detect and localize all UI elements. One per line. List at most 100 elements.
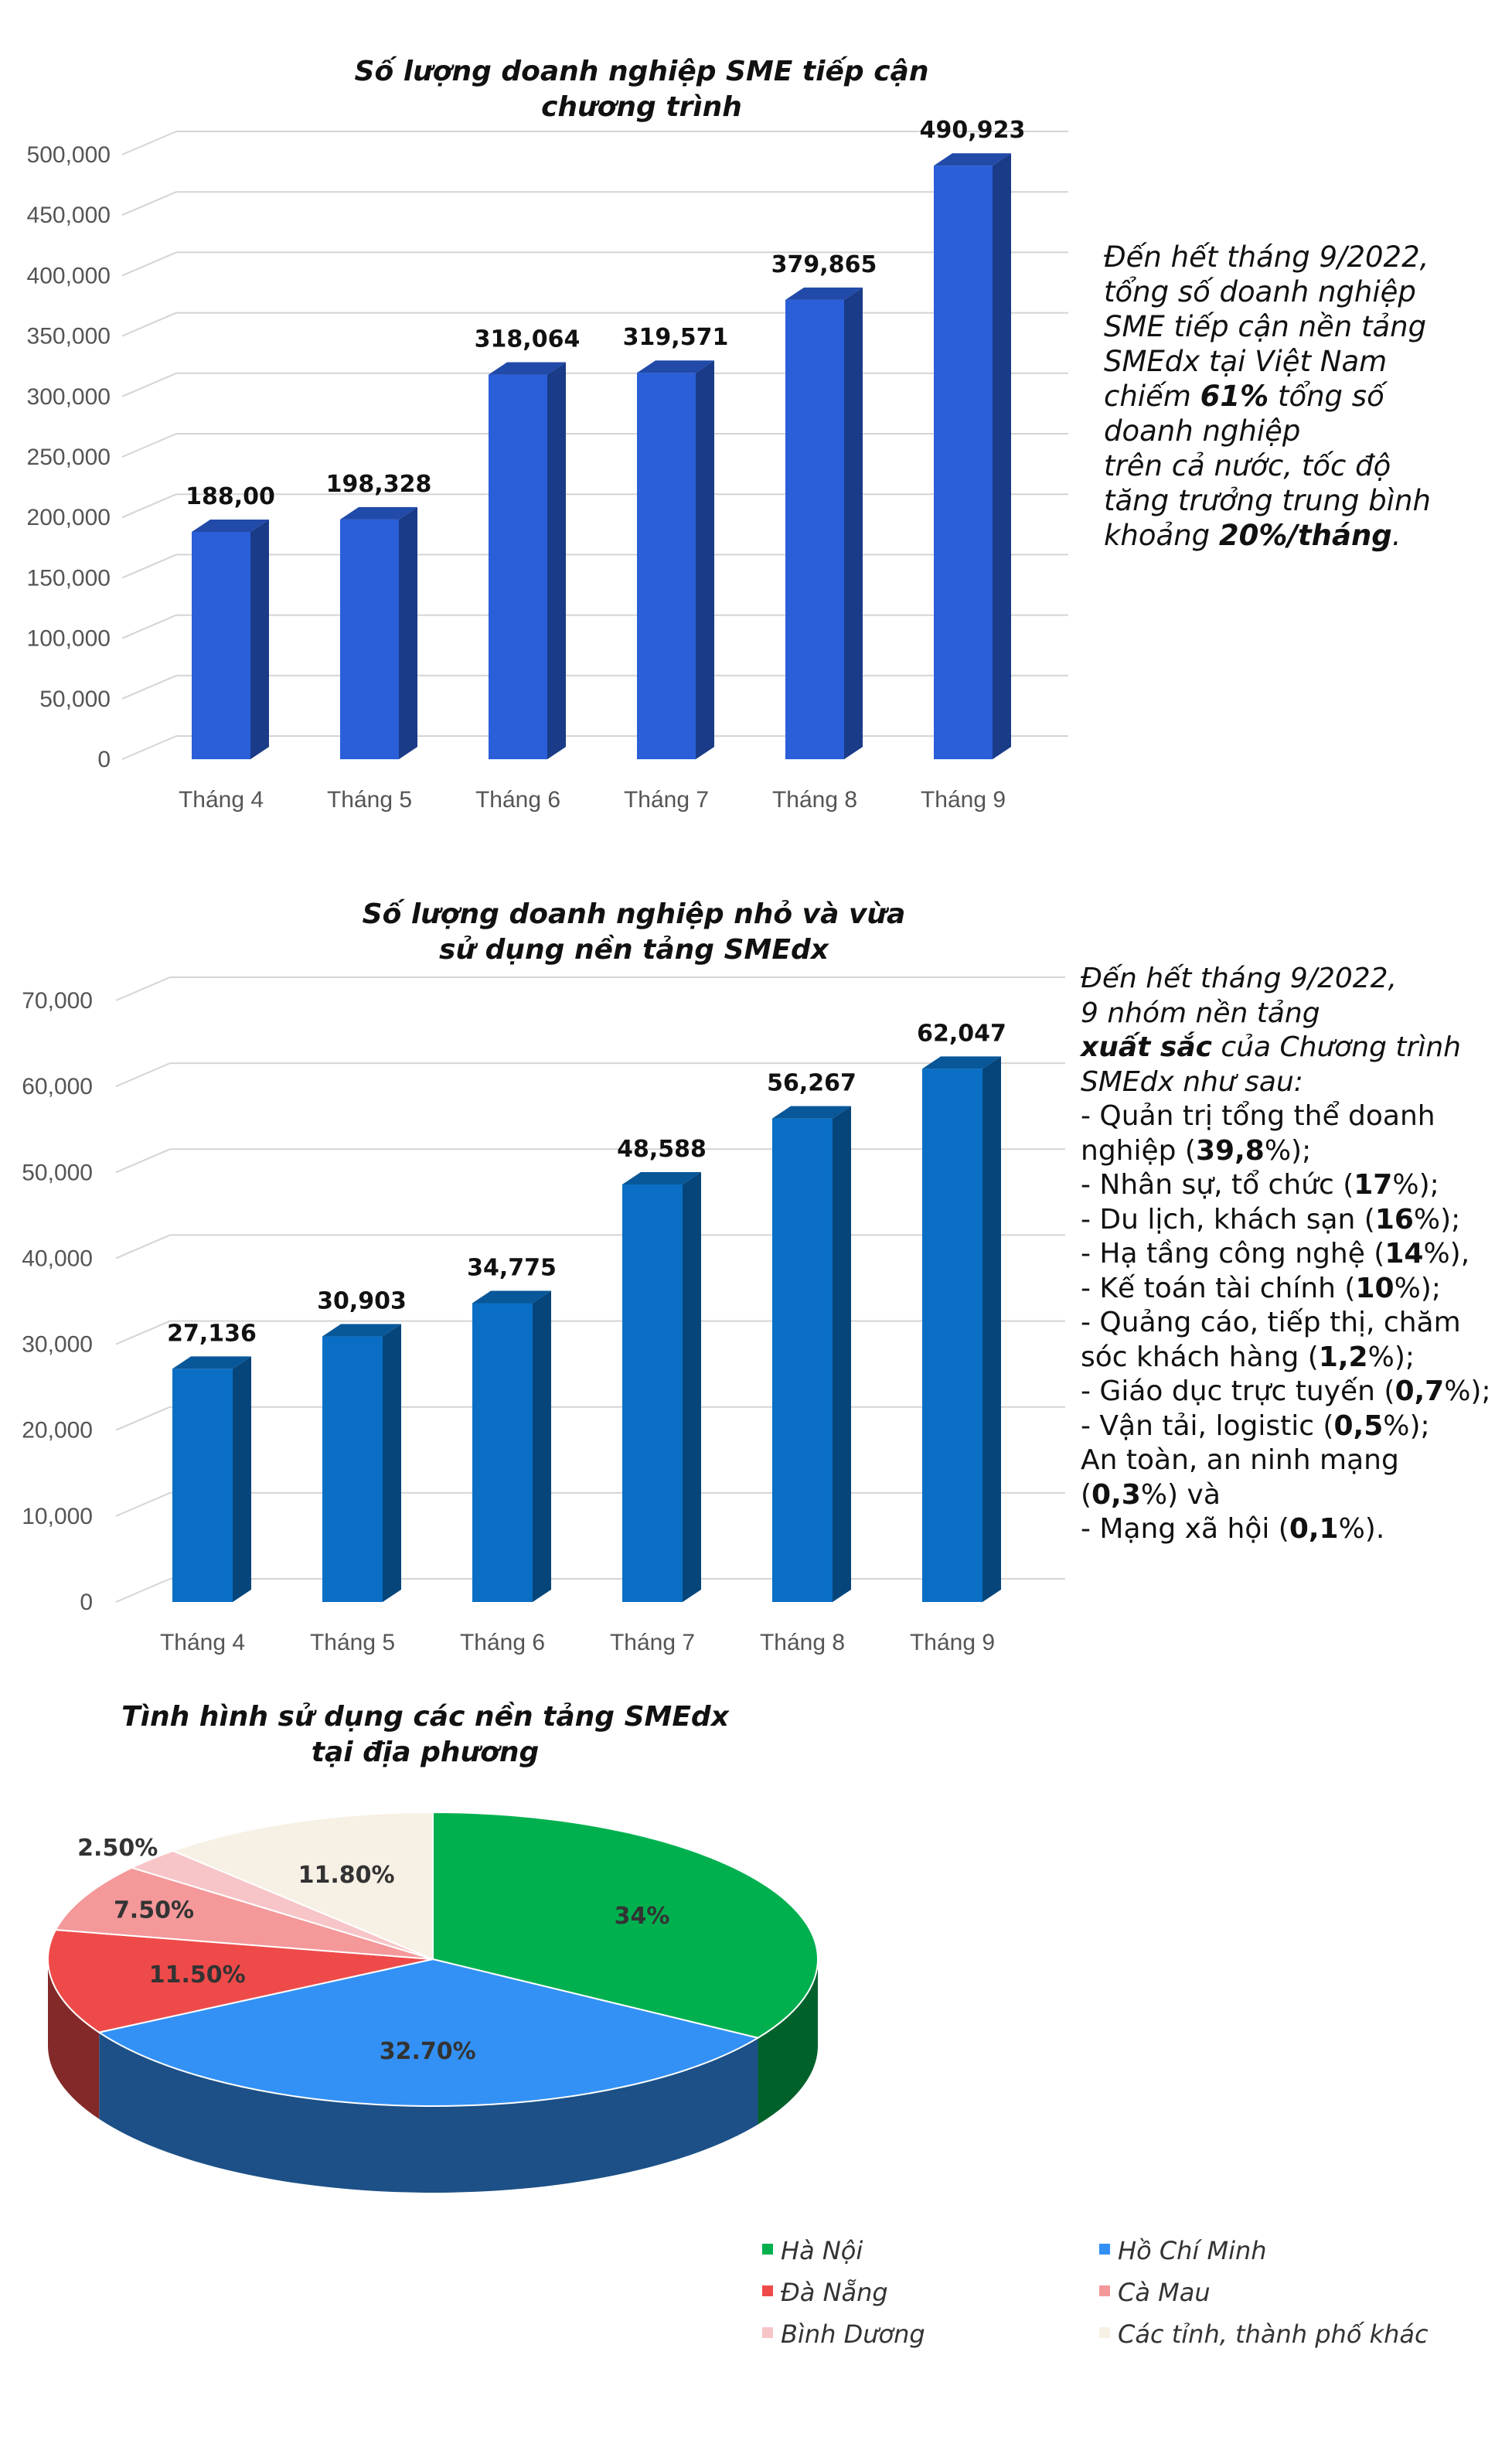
y-tick-label: 150,000	[27, 565, 111, 591]
note2-bold-word: xuất sắc	[1081, 1031, 1212, 1063]
bar-top	[472, 1290, 551, 1304]
gridline	[115, 1234, 171, 1259]
item-text: %);	[1264, 1134, 1312, 1167]
gridline	[121, 433, 177, 458]
legend-item: Bình Dương	[762, 2319, 925, 2349]
bar-front	[922, 1069, 982, 1602]
bar	[637, 360, 714, 760]
y-tick-label: 60,000	[22, 1074, 93, 1099]
item-percentage: 16	[1374, 1203, 1414, 1236]
x-tick-label: Tháng 5	[310, 1630, 395, 1655]
x-tick-label: Tháng 8	[760, 1630, 845, 1655]
chart2-annotation: Đến hết tháng 9/2022, 9 nhóm nền tảng xu…	[1081, 962, 1498, 1547]
note1-line: tổng số doanh nghiệp	[1104, 275, 1416, 308]
item-text: %);	[1413, 1203, 1461, 1236]
bar	[322, 1324, 401, 1602]
gridline	[121, 554, 177, 579]
platform-group-item: - Giáo dục trực tuyến (0,7%);	[1081, 1375, 1498, 1409]
share-highlight: 61%	[1200, 380, 1269, 413]
pie-slice	[47, 1929, 434, 2033]
bar-side	[844, 287, 863, 760]
sme-access-chart: Số lượng doanh nghiệp SME tiếp cận chươn…	[27, 56, 1068, 813]
bar-top	[340, 506, 417, 520]
y-tick-label: 0	[97, 747, 111, 772]
item-text: - Giáo dục trực tuyến (	[1081, 1375, 1395, 1407]
bar-front	[637, 373, 696, 759]
bar-front	[172, 1368, 233, 1602]
pie-value-label: 11.80%	[298, 1862, 395, 1889]
chart2-title-line1: Số lượng doanh nghiệp nhỏ và vừa	[363, 898, 906, 930]
pie-value-label: 7.50%	[114, 1897, 194, 1924]
bar-side	[533, 1290, 551, 1602]
bar	[192, 519, 269, 759]
platform-group-item: - Du lịch, khách sạn (16%);	[1081, 1203, 1498, 1238]
bar-side	[250, 519, 269, 759]
note1-line: chiếm 61% tổng số	[1104, 379, 1498, 414]
pie-value-label: 2.50%	[77, 1835, 158, 1862]
data-label: 48,588	[617, 1136, 707, 1163]
pie-slice-side	[99, 2032, 758, 2193]
bar	[472, 1290, 551, 1602]
note1-line: doanh nghiệp	[1104, 414, 1301, 448]
platform-group-item: - Nhân sự, tổ chức (17%);	[1081, 1168, 1498, 1203]
bar-side	[233, 1356, 251, 1602]
platform-group-item: - Quản trị tổng thể doanh nghiệp (39,8%)…	[1081, 1099, 1498, 1168]
x-tick-label: Tháng 6	[475, 787, 560, 813]
gridline	[121, 493, 177, 519]
note1-text: chiếm	[1104, 380, 1200, 413]
legend-label: Cà Mau	[1118, 2278, 1211, 2307]
data-label: 27,136	[167, 1320, 257, 1347]
data-label: 198,328	[326, 471, 432, 498]
bar-top	[637, 360, 714, 373]
bar-side	[982, 1056, 1001, 1602]
note2-intro-line: SMEdx như sau:	[1081, 1065, 1303, 1098]
data-label: 379,865	[771, 251, 877, 278]
item-text: - Hạ tầng công nghệ (	[1081, 1238, 1385, 1270]
data-label: 56,267	[767, 1070, 856, 1097]
legend-item: Các tỉnh, thành phố khác	[1099, 2319, 1429, 2349]
gridline	[115, 1491, 171, 1517]
bar-front	[322, 1336, 383, 1602]
item-percentage: 0,1	[1289, 1513, 1339, 1545]
bar-front	[192, 531, 250, 759]
note1-text: tổng số	[1269, 380, 1384, 413]
y-tick-label: 450,000	[27, 203, 111, 228]
y-tick-label: 250,000	[27, 445, 111, 470]
note1-line: SME tiếp cận nền tảng	[1104, 310, 1427, 343]
gridline	[121, 735, 177, 760]
data-label: 34,775	[467, 1255, 557, 1282]
bar	[785, 287, 863, 760]
bar-top	[489, 362, 566, 375]
bar	[922, 1056, 1001, 1602]
y-tick-label: 300,000	[27, 384, 111, 410]
chart3-title-line1: Tình hình sử dụng các nền tảng SMEdx	[121, 1701, 730, 1733]
note1-line: trên cả nước, tốc độ	[1104, 449, 1391, 482]
item-text: %);	[1383, 1409, 1430, 1442]
chart1-title-line2: chương trình	[541, 91, 742, 123]
y-tick-label: 70,000	[22, 988, 93, 1014]
legend-swatch	[762, 2244, 773, 2255]
platform-group-item: - Mạng xã hội (0,1%).	[1081, 1512, 1498, 1547]
legend-item: Đà Nẵng	[762, 2278, 888, 2307]
note1-line: khoảng 20%/tháng.	[1104, 518, 1498, 553]
pie-value-label: 32.70%	[380, 2038, 476, 2065]
item-percentage: 0,7	[1395, 1375, 1445, 1407]
legend-label: Hà Nội	[781, 2236, 863, 2265]
gridline	[121, 191, 177, 216]
y-tick-label: 0	[80, 1590, 93, 1615]
chart2-title-line2: sử dụng nền tảng SMEdx	[439, 934, 830, 966]
sme-usage-chart: Số lượng doanh nghiệp nhỏ và vừa sử dụng…	[22, 898, 1065, 1655]
item-text: %);	[1367, 1341, 1415, 1373]
data-label: 318,064	[475, 326, 581, 353]
gridline	[121, 312, 177, 337]
x-tick-label: Tháng 9	[910, 1630, 995, 1655]
y-tick-label: 500,000	[27, 142, 111, 168]
item-percentage: 17	[1354, 1169, 1393, 1201]
note1-line: Đến hết tháng 9/2022,	[1104, 240, 1429, 274]
chart3-title-line2: tại địa phương	[312, 1737, 539, 1768]
bar-side	[833, 1106, 851, 1602]
platform-group-item: - Kế toán tài chính (10%);	[1081, 1272, 1498, 1307]
bar-side	[383, 1324, 401, 1602]
legend-swatch	[1099, 2285, 1110, 2296]
